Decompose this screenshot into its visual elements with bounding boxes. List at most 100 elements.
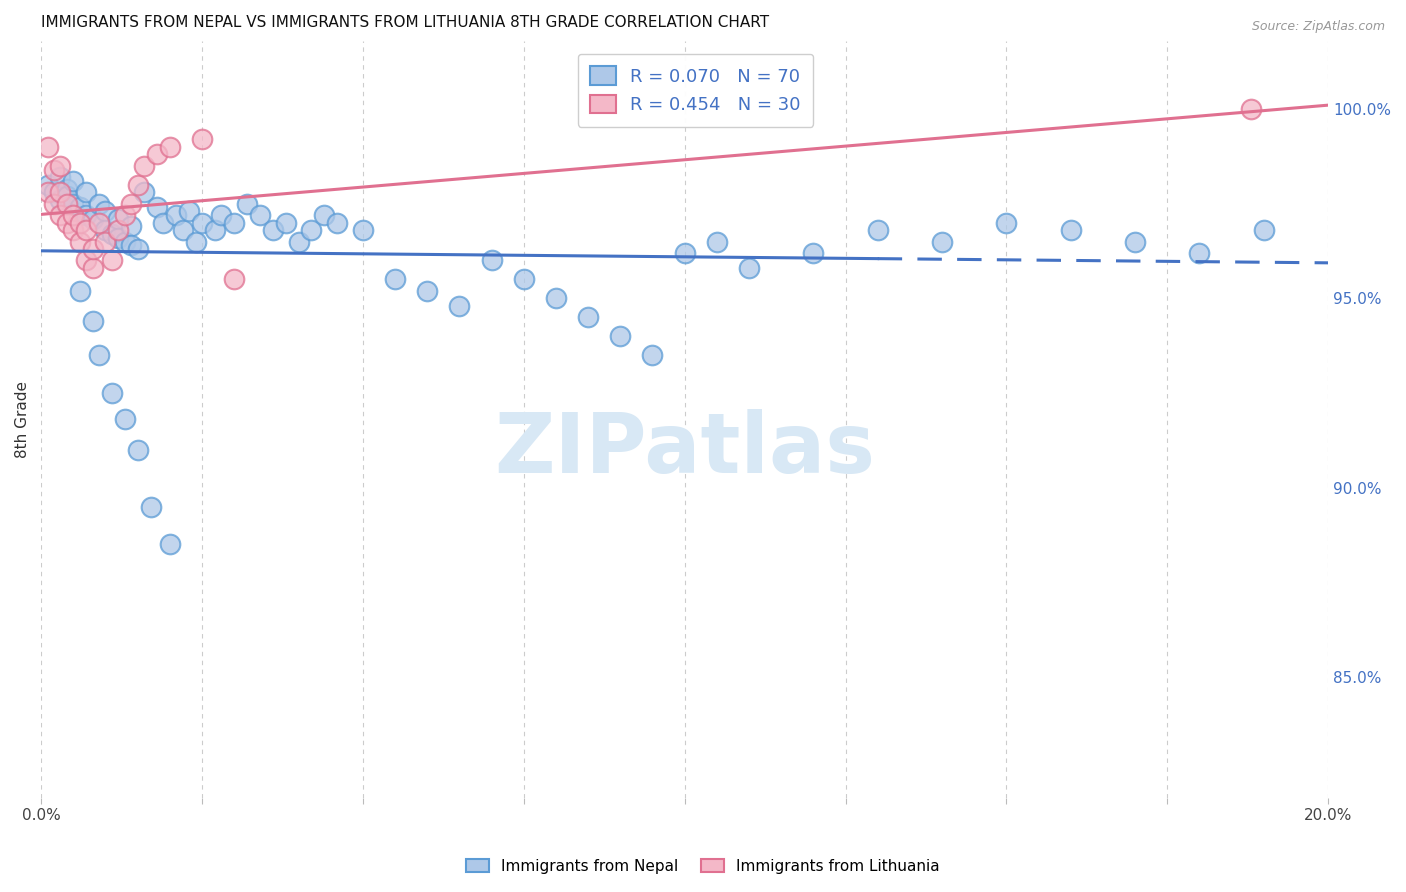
Point: [42, 196, 65, 211]
Text: IMMIGRANTS FROM NEPAL VS IMMIGRANTS FROM LITHUANIA 8TH GRADE CORRELATION CHART: IMMIGRANTS FROM NEPAL VS IMMIGRANTS FROM…: [41, 15, 769, 30]
Point: [449, 299, 471, 313]
Point: [204, 223, 226, 237]
Text: ZIPatlas: ZIPatlas: [494, 409, 875, 491]
Point: [172, 223, 194, 237]
Point: [56, 196, 79, 211]
Point: [49, 159, 72, 173]
Point: [146, 201, 169, 215]
Point: [801, 246, 824, 260]
Point: [62, 223, 84, 237]
Point: [101, 253, 124, 268]
Point: [107, 211, 129, 226]
Point: [609, 329, 631, 343]
Point: [1240, 102, 1263, 116]
Legend: R = 0.070   N = 70, R = 0.454   N = 30: R = 0.070 N = 70, R = 0.454 N = 30: [578, 54, 813, 127]
Point: [132, 186, 155, 200]
Point: [49, 208, 72, 222]
Point: [576, 310, 599, 325]
Point: [738, 260, 761, 275]
Point: [262, 223, 284, 237]
Point: [326, 216, 349, 230]
Point: [69, 284, 91, 298]
Point: [481, 253, 503, 268]
Point: [82, 314, 104, 328]
Point: [87, 196, 110, 211]
Point: [49, 186, 72, 200]
Point: [127, 178, 149, 192]
Point: [75, 223, 97, 237]
Point: [641, 348, 664, 362]
Point: [82, 260, 104, 275]
Point: [75, 186, 97, 200]
Point: [69, 216, 91, 230]
Point: [132, 159, 155, 173]
Point: [87, 348, 110, 362]
Point: [299, 223, 322, 237]
Point: [191, 132, 214, 146]
Point: [139, 500, 162, 514]
Point: [287, 235, 309, 249]
Point: [56, 216, 79, 230]
Point: [146, 147, 169, 161]
Point: [114, 412, 136, 426]
Point: [120, 219, 142, 234]
Point: [94, 235, 117, 249]
Point: [1188, 246, 1211, 260]
Point: [236, 196, 259, 211]
Point: [56, 181, 79, 195]
Y-axis label: 8th Grade: 8th Grade: [15, 381, 30, 458]
Point: [1123, 235, 1146, 249]
Point: [120, 196, 142, 211]
Point: [706, 235, 728, 249]
Point: [249, 208, 271, 222]
Point: [94, 204, 117, 219]
Point: [179, 204, 201, 219]
Point: [37, 186, 59, 200]
Point: [114, 208, 136, 222]
Point: [42, 186, 65, 200]
Point: [62, 196, 84, 211]
Point: [62, 174, 84, 188]
Point: [314, 208, 336, 222]
Point: [209, 208, 232, 222]
Point: [384, 272, 406, 286]
Point: [75, 253, 97, 268]
Point: [152, 216, 174, 230]
Point: [995, 216, 1018, 230]
Point: [101, 386, 124, 401]
Point: [62, 208, 84, 222]
Point: [352, 223, 374, 237]
Point: [513, 272, 536, 286]
Point: [165, 208, 187, 222]
Point: [49, 193, 72, 207]
Point: [120, 238, 142, 252]
Point: [42, 162, 65, 177]
Text: Source: ZipAtlas.com: Source: ZipAtlas.com: [1251, 20, 1385, 33]
Point: [82, 211, 104, 226]
Point: [101, 227, 124, 241]
Point: [159, 140, 181, 154]
Point: [127, 442, 149, 457]
Point: [191, 216, 214, 230]
Point: [1060, 223, 1083, 237]
Point: [107, 231, 129, 245]
Point: [82, 242, 104, 256]
Point: [49, 170, 72, 185]
Point: [866, 223, 889, 237]
Point: [87, 216, 110, 230]
Point: [107, 223, 129, 237]
Point: [94, 223, 117, 237]
Point: [274, 216, 297, 230]
Point: [416, 284, 439, 298]
Point: [544, 291, 567, 305]
Point: [37, 178, 59, 192]
Point: [224, 216, 246, 230]
Point: [224, 272, 246, 286]
Point: [673, 246, 696, 260]
Point: [184, 235, 207, 249]
Point: [159, 537, 181, 551]
Point: [931, 235, 953, 249]
Point: [56, 189, 79, 203]
Point: [37, 140, 59, 154]
Legend: Immigrants from Nepal, Immigrants from Lithuania: Immigrants from Nepal, Immigrants from L…: [460, 853, 946, 880]
